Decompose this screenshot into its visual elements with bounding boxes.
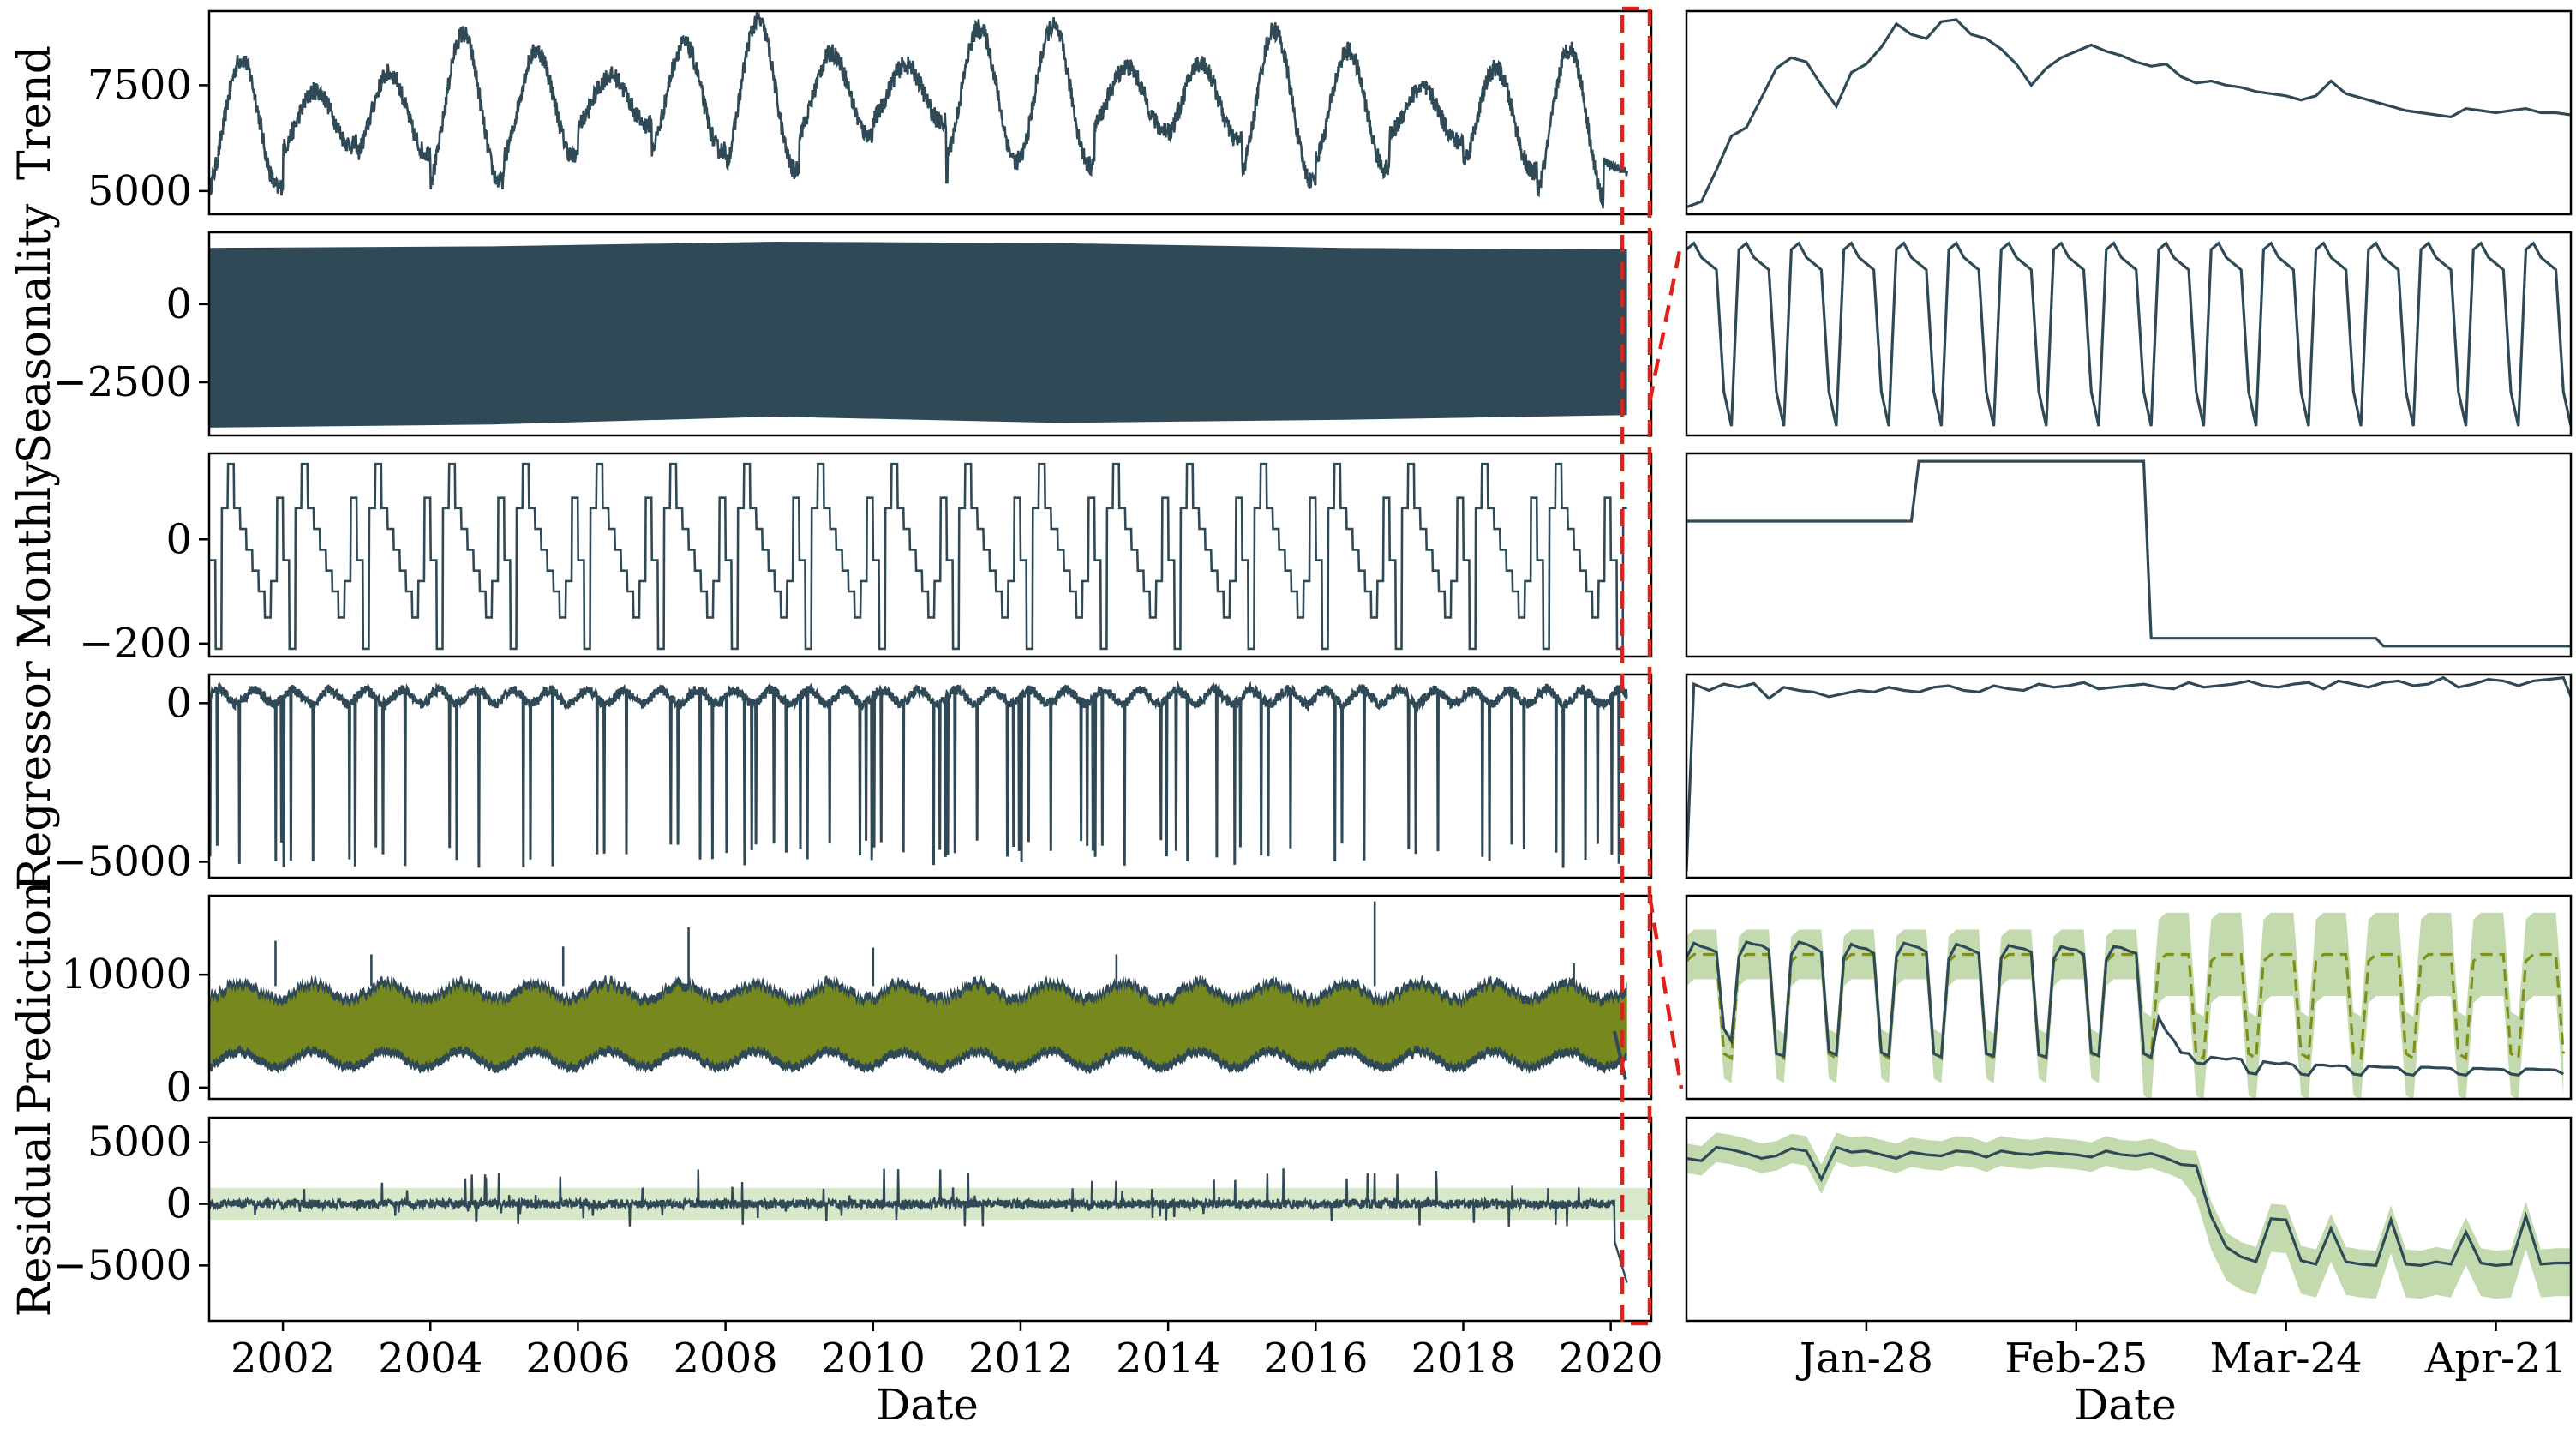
ytick-label: 0 [165,515,192,563]
right-prediction-forecast-line [1686,952,2565,1061]
xtick-label: 2002 [231,1335,335,1383]
right-seasonality-line [1686,241,2571,427]
xtick-label: 2012 [968,1335,1073,1383]
ytick-label: 7500 [87,61,192,109]
left-seasonality-area [209,241,1627,428]
left-prediction-forecast-envelope [209,982,1627,1066]
ylabel-residual: Residual [9,1122,61,1317]
ytick-label: −200 [79,620,192,668]
ytick-label: 0 [165,1180,192,1228]
xtick-label: 2014 [1116,1335,1220,1383]
text-layer: Date Date 5000 7500 Trend 0 −2500Seasonality… [9,45,2567,1430]
left-residual-line [209,1168,1628,1283]
zoom-box [1620,6,1652,1326]
ytick-label: −5000 [53,837,192,885]
ytick-label: 0 [165,280,192,328]
right-axes-residual [1685,1116,2573,1323]
ytick-label: 5000 [87,1119,192,1167]
right-axes-regressor [1685,673,2573,879]
left-seasonality-marks [209,241,1627,428]
xtick-label: 2020 [1559,1335,1663,1383]
right-prediction-band-group [1686,912,2564,1099]
right-monthly-marks [1686,459,2571,648]
right-prediction-actual-line [1686,940,2565,1077]
left-regressor-marks [209,680,1628,868]
xtick-label: 2016 [1263,1335,1368,1383]
ytick-label: 10000 [61,951,192,999]
ytick-label: −5000 [53,1241,192,1289]
right-axes-monthly [1685,452,2573,658]
left-trend-marks [209,11,1628,209]
right-prediction-marks [1686,940,2565,1077]
left-regressor-line [209,680,1628,868]
right-trend-marks [1686,18,2571,209]
ylabel-regressor: Regressor [9,661,61,891]
xtick-label: Feb-25 [2004,1335,2148,1383]
xtick-label: Jan-28 [1795,1335,1933,1383]
right-regressor-marks [1686,675,2571,872]
right-regressor-line [1686,675,2571,872]
ylabel-prediction: Prediction [9,881,61,1114]
ylabel-monthly: Monthly [9,461,61,649]
right-residual-band [1686,1132,2571,1299]
xtick-label: Mar-24 [2210,1335,2363,1383]
right-residual-line [1686,1145,2571,1268]
right-axes-trend [1685,9,2573,216]
left-axes-monthly [207,452,1653,658]
ytick-label: 5000 [87,167,192,215]
right-trend-line [1686,18,2571,209]
left-prediction-marks [209,901,1627,1081]
ytick-label: −2500 [53,358,192,406]
left-residual-marks [209,1168,1651,1283]
data-layer [209,11,2571,1283]
xtick-label: 2004 [378,1335,482,1383]
zoom-indicator [1620,6,1684,1326]
left-monthly-line [209,462,1627,651]
zoom-connector-top [1647,241,1684,404]
ytick-label: 0 [165,1064,192,1112]
right-monthly-line [1686,459,2571,648]
right-prediction-band [1686,912,2564,1099]
right-residual-marks [1686,1145,2571,1268]
xtick-label: 2010 [821,1335,926,1383]
xtick-label: 2008 [674,1335,778,1383]
right-axes-seasonality [1685,231,2573,437]
left-trend-line [209,11,1628,209]
right-xlabel: Date [2074,1380,2177,1430]
left-xlabel: Date [876,1380,979,1430]
zoom-connector-bottom [1647,895,1684,1089]
right-residual-band-group [1686,1132,2571,1299]
left-axes-regressor [207,673,1653,879]
right-axes-prediction [1685,894,2573,1101]
band-layer [1686,912,2571,1299]
left-axes-seasonality [207,231,1653,437]
ytick-label: 0 [165,679,192,727]
right-seasonality-marks [1686,241,2571,427]
xtick-label: 2018 [1411,1335,1515,1383]
left-monthly-marks [209,462,1627,651]
ylabel-seasonality: Seasonality [9,203,61,464]
frame-layer [199,9,2573,1331]
xtick-label: 2006 [525,1335,630,1383]
ylabel-trend: Trend [9,45,61,180]
xtick-label: Apr-21 [2424,1335,2567,1383]
left-axes-trend [207,9,1653,216]
